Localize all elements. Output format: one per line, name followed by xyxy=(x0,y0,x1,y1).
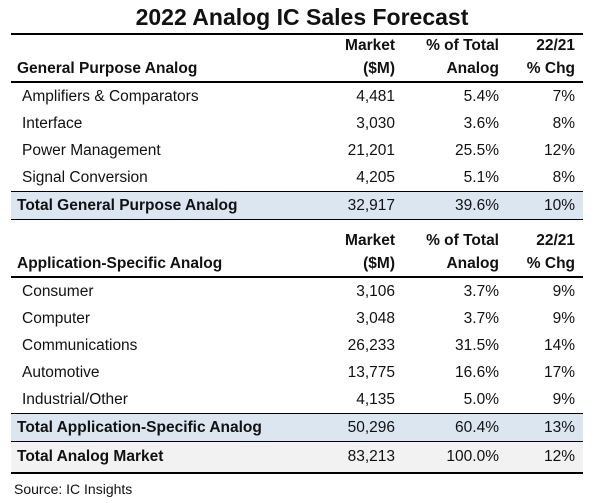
header-blank xyxy=(11,230,317,252)
header-blank xyxy=(11,34,317,57)
row-label: Industrial/Other xyxy=(22,391,128,408)
header-chg: 22/21 xyxy=(536,37,575,54)
row-share: 3.7% xyxy=(463,283,499,300)
row-label: Communications xyxy=(22,337,138,354)
row-share: 31.5% xyxy=(455,337,499,354)
table-title: 2022 Analog IC Sales Forecast xyxy=(135,4,469,30)
grand-total-row: Total Analog Market 83,213 100.0% 12% xyxy=(11,441,583,474)
source-note: Source: IC Insights xyxy=(14,481,133,497)
general-purpose-table: Market % of Total 22/21 General Purpose … xyxy=(11,33,583,220)
row-market: 3,048 xyxy=(356,310,395,327)
table-row: Signal Conversion 4,205 5.1% 8% xyxy=(11,164,583,192)
row-chg: 17% xyxy=(543,364,575,381)
table-row: Consumer 3,106 3.7% 9% xyxy=(11,277,583,305)
row-chg: 9% xyxy=(552,310,575,327)
row-label: Computer xyxy=(22,310,91,327)
header-share-unit: Analog xyxy=(411,57,515,83)
row-share: 3.6% xyxy=(463,115,499,132)
row-label: Signal Conversion xyxy=(22,169,148,186)
row-share: 5.1% xyxy=(463,169,499,186)
row-share: 5.4% xyxy=(463,88,499,105)
row-share: 3.7% xyxy=(463,310,499,327)
subtotal-row: Total Application-Specific Analog 50,296… xyxy=(11,413,583,442)
row-share: 25.5% xyxy=(455,142,499,159)
subtotal-row: Total General Purpose Analog 32,917 39.6… xyxy=(11,191,583,220)
row-market: 26,233 xyxy=(347,337,395,354)
header-market: Market xyxy=(345,37,395,54)
header-row-top: Market % of Total 22/21 xyxy=(11,34,583,57)
subtotal-market: 50,296 xyxy=(317,413,411,442)
subtotal-label: Total General Purpose Analog xyxy=(11,191,317,220)
row-market: 3,106 xyxy=(356,283,395,300)
table-row: Industrial/Other 4,135 5.0% 9% xyxy=(11,386,583,414)
grand-total-chg: 12% xyxy=(515,441,583,474)
section-title: Application-Specific Analog xyxy=(11,252,317,278)
header-chg-unit: % Chg xyxy=(515,252,583,278)
header-chg-unit: % Chg xyxy=(515,57,583,83)
row-market: 13,775 xyxy=(347,364,395,381)
table-row: Communications 26,233 31.5% 14% xyxy=(11,332,583,359)
row-label: Power Management xyxy=(22,142,161,159)
header-market: Market xyxy=(345,232,395,249)
row-chg: 9% xyxy=(552,391,575,408)
row-share: 5.0% xyxy=(463,391,499,408)
row-label: Interface xyxy=(22,115,83,132)
subtotal-label: Total Application-Specific Analog xyxy=(11,413,317,442)
row-market: 4,205 xyxy=(356,169,395,186)
table-row: Computer 3,048 3.7% 9% xyxy=(11,305,583,332)
row-label: Amplifiers & Comparators xyxy=(22,88,199,105)
header-market-unit: ($M) xyxy=(317,57,411,83)
row-chg: 9% xyxy=(552,283,575,300)
table-row: Automotive 13,775 16.6% 17% xyxy=(11,359,583,386)
header-market-unit: ($M) xyxy=(317,252,411,278)
subtotal-share: 39.6% xyxy=(411,191,515,220)
row-chg: 8% xyxy=(552,169,575,186)
grand-total-market: 83,213 xyxy=(317,441,411,474)
row-market: 21,201 xyxy=(347,142,395,159)
subtotal-market: 32,917 xyxy=(317,191,411,220)
header-share-unit: Analog xyxy=(411,252,515,278)
table-row: Power Management 21,201 25.5% 12% xyxy=(11,137,583,164)
row-label: Automotive xyxy=(22,364,100,381)
subtotal-chg: 10% xyxy=(515,191,583,220)
row-share: 16.6% xyxy=(455,364,499,381)
header-row-bottom: General Purpose Analog ($M) Analog % Chg xyxy=(11,57,583,83)
table-row: Amplifiers & Comparators 4,481 5.4% 7% xyxy=(11,82,583,110)
header-chg: 22/21 xyxy=(536,232,575,249)
grand-total-label: Total Analog Market xyxy=(11,441,317,474)
row-chg: 14% xyxy=(543,337,575,354)
subtotal-chg: 13% xyxy=(515,413,583,442)
header-row-bottom: Application-Specific Analog ($M) Analog … xyxy=(11,252,583,278)
row-chg: 7% xyxy=(552,88,575,105)
row-market: 3,030 xyxy=(356,115,395,132)
subtotal-share: 60.4% xyxy=(411,413,515,442)
header-share: % of Total xyxy=(426,232,499,249)
row-chg: 12% xyxy=(543,142,575,159)
header-share: % of Total xyxy=(426,37,499,54)
row-chg: 8% xyxy=(552,115,575,132)
row-market: 4,481 xyxy=(356,88,395,105)
row-label: Consumer xyxy=(22,283,94,300)
section-title: General Purpose Analog xyxy=(11,57,317,83)
row-market: 4,135 xyxy=(356,391,395,408)
application-specific-table: Market % of Total 22/21 Application-Spec… xyxy=(11,230,583,474)
grand-total-share: 100.0% xyxy=(411,441,515,474)
header-row-top: Market % of Total 22/21 xyxy=(11,230,583,252)
table-row: Interface 3,030 3.6% 8% xyxy=(11,110,583,137)
